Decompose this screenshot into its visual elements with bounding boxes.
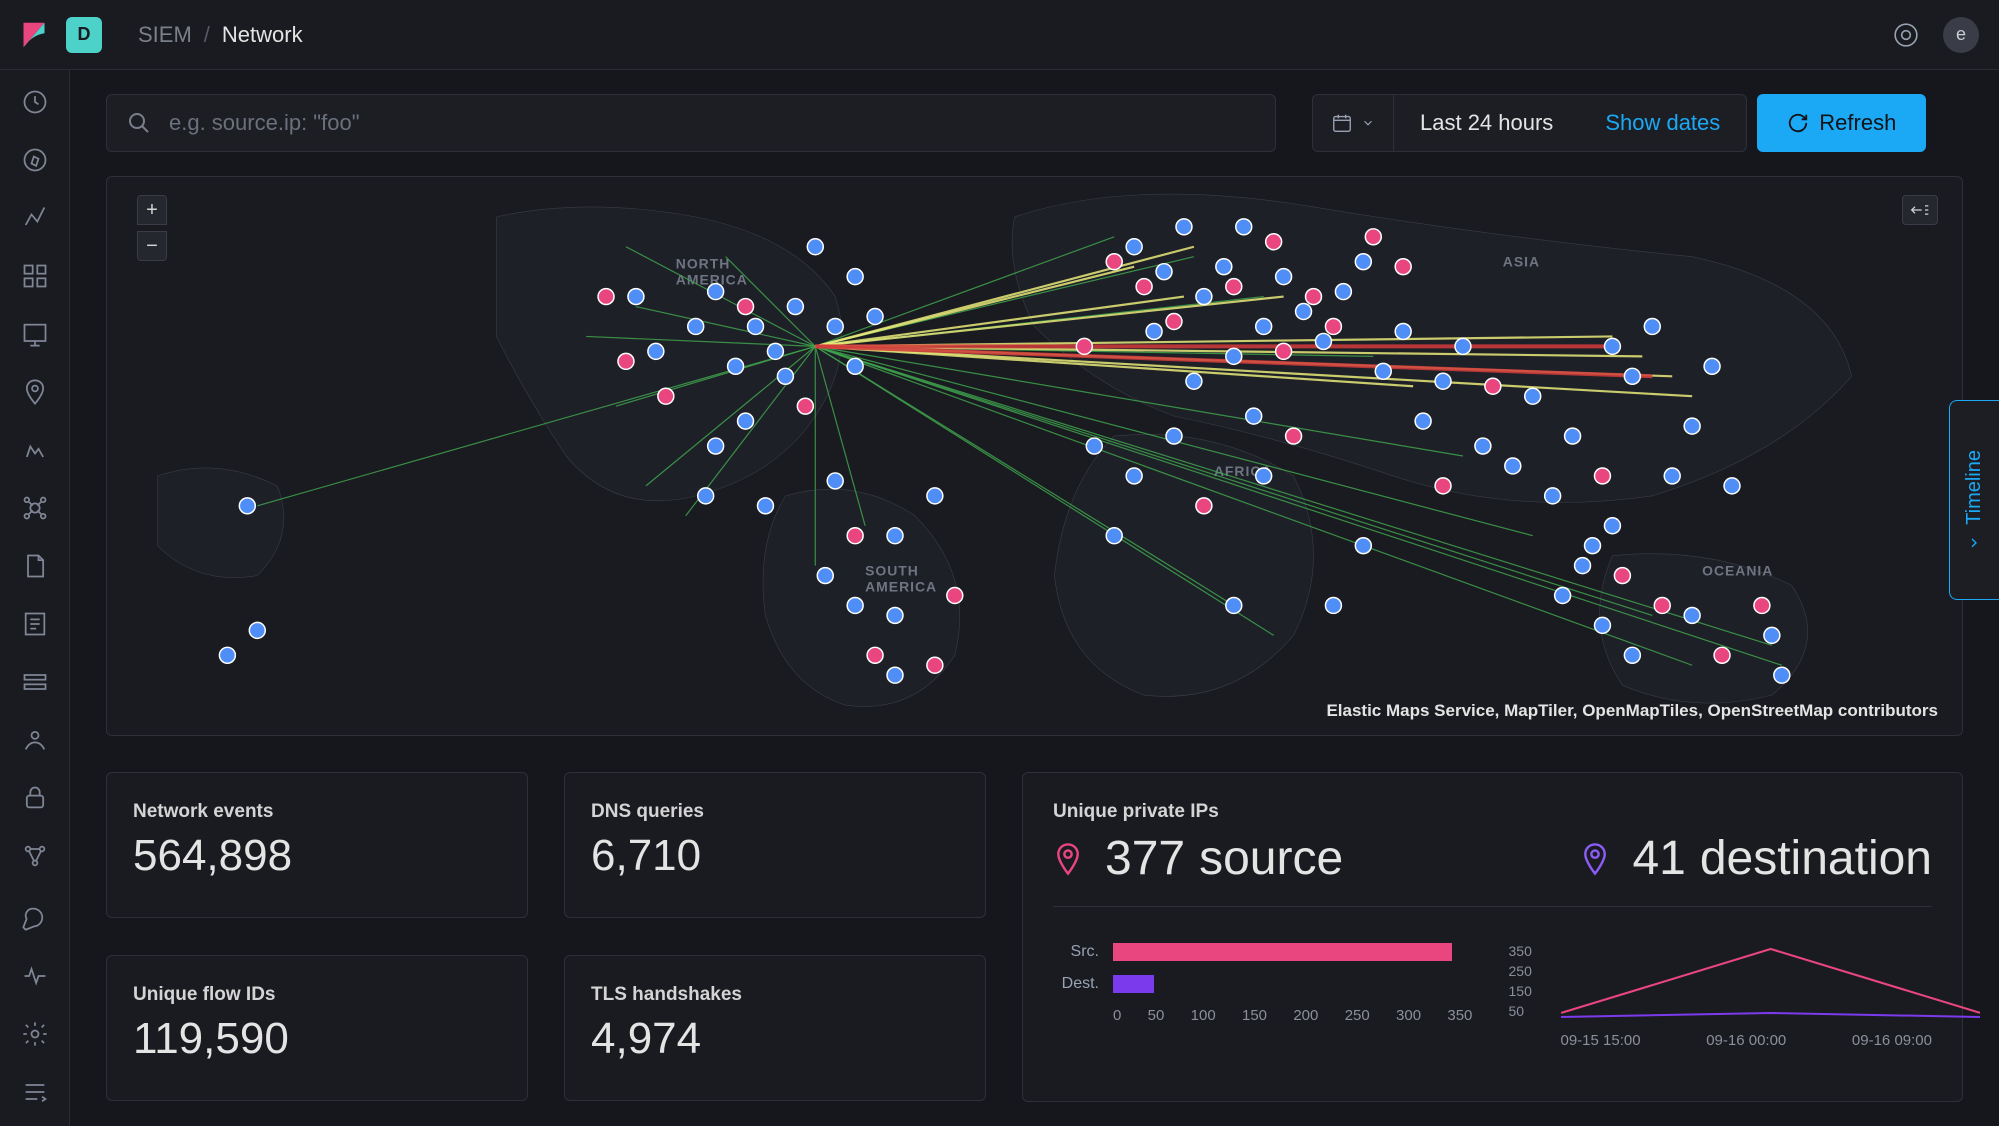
kpi-title: Unique flow IDs	[133, 984, 501, 1006]
graph-icon[interactable]	[21, 842, 49, 870]
kpi-dns-queries: DNS queries 6,710	[564, 772, 986, 918]
space-letter: D	[78, 24, 91, 45]
space-selector[interactable]: D	[66, 17, 102, 53]
main-content: Last 24 hours Show dates Refresh + −	[70, 70, 1999, 1126]
breadcrumb-parent[interactable]: SIEM	[138, 22, 192, 48]
kpi-unique-flow-ids: Unique flow IDs 119,590	[106, 955, 528, 1101]
zoom-in-button[interactable]: +	[137, 195, 167, 225]
dashboard-icon[interactable]	[21, 262, 49, 290]
breadcrumb-separator: /	[204, 22, 210, 48]
svg-text:ASIA: ASIA	[1503, 254, 1540, 270]
management-icon[interactable]	[21, 1020, 49, 1048]
ip-source-label: source	[1199, 831, 1343, 886]
zoom-controls: + −	[137, 195, 167, 261]
map-attribution: Elastic Maps Service, MapTiler, OpenMapT…	[1326, 701, 1938, 721]
security-icon[interactable]	[21, 784, 49, 812]
date-picker: Last 24 hours Show dates	[1312, 94, 1747, 152]
breadcrumb: SIEM / Network	[138, 22, 303, 48]
search-box[interactable]	[106, 94, 1276, 152]
kpi-value: 119,590	[133, 1014, 501, 1064]
date-range-label[interactable]: Last 24 hours	[1394, 110, 1579, 136]
network-map[interactable]: + − NORTHAMERICAASIAAFRICASOUTHAMERICAOC…	[106, 176, 1963, 736]
apm-icon[interactable]	[21, 610, 49, 638]
svg-text:OCEANIA: OCEANIA	[1702, 563, 1773, 579]
uptime-icon[interactable]	[21, 668, 49, 696]
show-dates-link[interactable]: Show dates	[1579, 110, 1746, 136]
avatar-letter: e	[1956, 24, 1966, 45]
user-avatar[interactable]: e	[1943, 17, 1979, 53]
date-controls: Last 24 hours Show dates Refresh	[1312, 94, 1926, 152]
refresh-icon	[1787, 112, 1809, 134]
kpi-title: Network events	[133, 801, 501, 823]
side-nav	[0, 70, 70, 1126]
kpi-value: 564,898	[133, 831, 501, 881]
zoom-out-button[interactable]: −	[137, 231, 167, 261]
ips-bar-chart: Src.Dest. 050100150200250300350	[1053, 943, 1473, 1049]
maps-icon[interactable]	[21, 378, 49, 406]
ip-dest-stat: 41 destination	[1580, 831, 1932, 886]
refresh-label: Refresh	[1819, 110, 1896, 136]
kpi-row: Network events 564,898 DNS queries 6,710…	[106, 772, 1963, 1102]
kpi-title: Unique private IPs	[1053, 801, 1932, 823]
layers-button[interactable]	[1902, 195, 1938, 225]
ip-source-stat: 377 source	[1053, 831, 1343, 886]
breadcrumb-current: Network	[222, 22, 303, 48]
discover-icon[interactable]	[21, 146, 49, 174]
recent-icon[interactable]	[21, 88, 49, 116]
ip-dest-label: destination	[1700, 831, 1932, 886]
ips-line-chart: 35025015050 09-15 15:0009-16 00:0009-16 …	[1513, 943, 1933, 1049]
kpi-network-events: Network events 564,898	[106, 772, 528, 918]
devtools-icon[interactable]	[21, 904, 49, 932]
chevron-down-icon	[1361, 116, 1375, 130]
infra-icon[interactable]	[21, 494, 49, 522]
newsfeed-icon[interactable]	[1893, 22, 1919, 48]
dest-pin-icon	[1580, 842, 1610, 876]
monitoring-icon[interactable]	[21, 962, 49, 990]
search-icon	[127, 111, 151, 135]
visualize-icon[interactable]	[21, 204, 49, 232]
logs-icon[interactable]	[21, 552, 49, 580]
ip-dest-value: 41	[1632, 831, 1685, 886]
kibana-logo-icon[interactable]	[20, 21, 48, 49]
timeline-label: Timeline	[1963, 450, 1986, 525]
collapse-icon[interactable]	[21, 1078, 49, 1106]
source-pin-icon	[1053, 842, 1083, 876]
chevron-left-icon	[1967, 534, 1983, 550]
ml-icon[interactable]	[21, 436, 49, 464]
kpi-tls-handshakes: TLS handshakes 4,974	[564, 955, 986, 1101]
layers-icon	[1910, 202, 1930, 218]
kpi-unique-private-ips: Unique private IPs 377 source 41 destinati…	[1022, 772, 1963, 1102]
kpi-title: DNS queries	[591, 801, 959, 823]
calendar-icon	[1331, 112, 1353, 134]
search-input[interactable]	[169, 110, 1255, 136]
kpi-value: 6,710	[591, 831, 959, 881]
ip-source-value: 377	[1105, 831, 1185, 886]
canvas-icon[interactable]	[21, 320, 49, 348]
app-header: D SIEM / Network e	[0, 0, 1999, 70]
kpi-title: TLS handshakes	[591, 984, 959, 1006]
query-bar: Last 24 hours Show dates Refresh	[106, 94, 1963, 152]
timeline-flyout-tab[interactable]: Timeline	[1949, 400, 1999, 600]
map-svg: NORTHAMERICAASIAAFRICASOUTHAMERICAOCEANI…	[107, 177, 1962, 735]
refresh-button[interactable]: Refresh	[1757, 94, 1926, 152]
date-icon-button[interactable]	[1313, 95, 1394, 151]
siem-icon[interactable]	[21, 726, 49, 754]
kpi-value: 4,974	[591, 1014, 959, 1064]
